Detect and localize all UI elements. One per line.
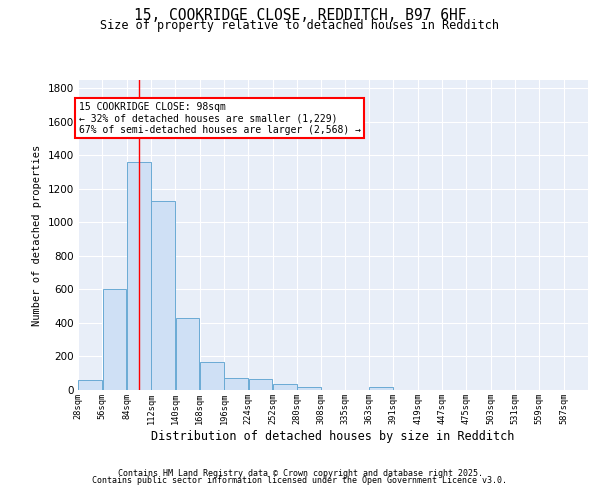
Bar xyxy=(78,380,102,390)
Bar xyxy=(297,388,321,390)
Bar xyxy=(151,202,175,390)
Bar xyxy=(248,379,272,390)
Bar xyxy=(176,318,199,390)
Bar xyxy=(200,362,224,390)
Y-axis label: Number of detached properties: Number of detached properties xyxy=(32,144,42,326)
Text: Contains HM Land Registry data © Crown copyright and database right 2025.: Contains HM Land Registry data © Crown c… xyxy=(118,468,482,477)
Bar xyxy=(127,162,151,390)
Text: Size of property relative to detached houses in Redditch: Size of property relative to detached ho… xyxy=(101,19,499,32)
Bar xyxy=(103,288,127,390)
X-axis label: Distribution of detached houses by size in Redditch: Distribution of detached houses by size … xyxy=(151,430,515,443)
Text: 15 COOKRIDGE CLOSE: 98sqm
← 32% of detached houses are smaller (1,229)
67% of se: 15 COOKRIDGE CLOSE: 98sqm ← 32% of detac… xyxy=(79,102,361,135)
Text: 15, COOKRIDGE CLOSE, REDDITCH, B97 6HF: 15, COOKRIDGE CLOSE, REDDITCH, B97 6HF xyxy=(134,8,466,22)
Bar xyxy=(273,384,297,390)
Bar xyxy=(224,378,248,390)
Text: Contains public sector information licensed under the Open Government Licence v3: Contains public sector information licen… xyxy=(92,476,508,485)
Bar xyxy=(369,388,393,390)
